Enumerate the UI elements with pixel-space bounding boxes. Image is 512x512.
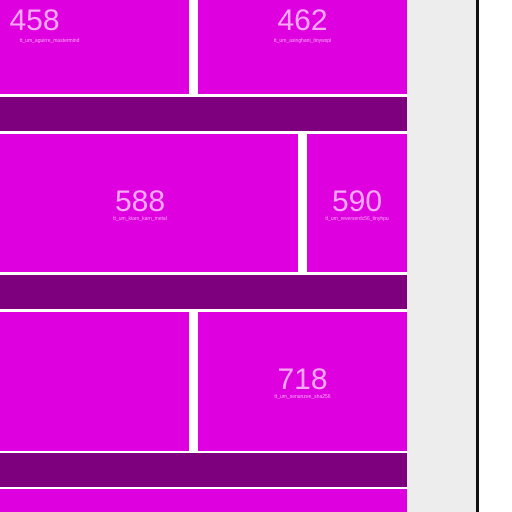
side-panel [407,0,476,512]
tile-label: tt_um_senanzee_sha256 [274,394,331,400]
row-separator-band [0,453,414,487]
tile-label: tt_um_reverserdc56_tinyhpu [325,216,389,222]
tile-label: tt_um_aguirre_mastermind [19,38,80,44]
row-separator-band [0,275,414,309]
tile-462[interactable]: 462 tt_um_asinghani_tinywspi [198,0,407,94]
tile-458[interactable]: 458 tt_um_aguirre_mastermind [0,0,189,94]
tile-label: tt_um_asinghani_tinywspi [273,38,332,44]
tile-number: 590 [331,185,383,218]
tile-partial[interactable] [0,489,407,512]
tile-588[interactable]: 588 tt_um_kiarn_karn_metal [0,134,298,272]
row-separator-band [0,97,414,131]
tile-number: 588 [114,185,166,218]
tile-number: 718 [277,363,328,396]
vertical-divider[interactable] [476,0,479,512]
tile-label: tt_um_kiarn_karn_metal [113,216,167,222]
tile-number: 458 [9,4,60,37]
tile-blank[interactable] [0,312,189,451]
tile-590[interactable]: 590 tt_um_reverserdc56_tinyhpu [307,134,407,272]
tile-718[interactable]: 718 tt_um_senanzee_sha256 [198,312,407,451]
tile-number: 462 [277,4,328,37]
